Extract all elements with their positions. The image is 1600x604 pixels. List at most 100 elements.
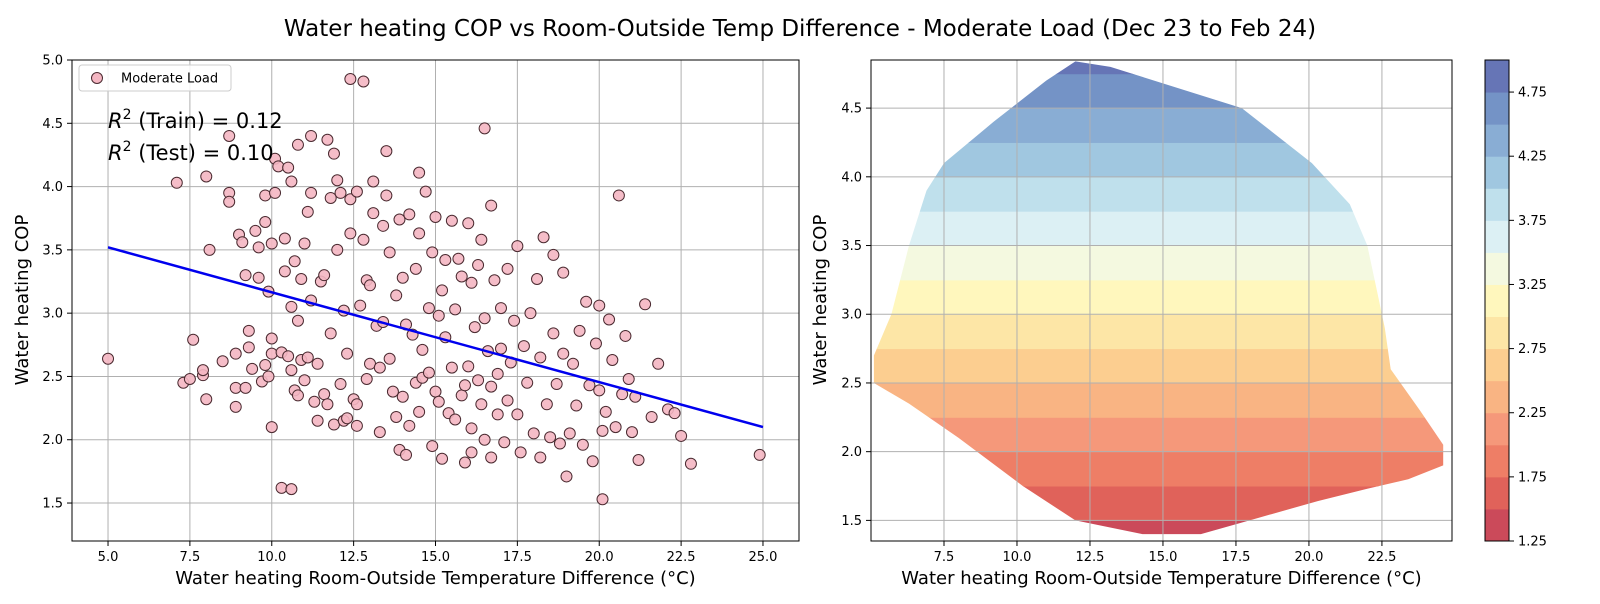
colorbar-band	[1485, 60, 1509, 93]
colorbar-tick-label: 3.75	[1518, 214, 1547, 229]
contour-bands	[873, 61, 1444, 535]
scatter-point	[449, 303, 462, 316]
colorbar-tick-label: 4.25	[1518, 150, 1547, 165]
scatter-point	[429, 385, 442, 398]
scatter-point	[645, 410, 658, 423]
colorbar-band	[1485, 284, 1509, 318]
scatter-point	[400, 448, 413, 461]
scatter-point	[386, 385, 399, 398]
scatter-y-tick-label: 3.5	[42, 243, 63, 258]
scatter-point	[396, 390, 409, 403]
scatter-point	[308, 395, 321, 408]
contour-band	[873, 73, 1444, 109]
scatter-point	[341, 412, 354, 425]
scatter-point	[580, 295, 593, 308]
scatter-point	[432, 395, 445, 408]
contour-chart: 7.5 10.0 12.5 15.0 17.5 20.0 22.5 1.5 2.0 2.5 3.0…	[810, 59, 1453, 589]
scatter-y-tick-label: 2.0	[42, 433, 63, 448]
scatter-point	[432, 309, 445, 322]
scatter-point	[373, 361, 386, 374]
scatter-point	[478, 433, 491, 446]
colorbar-band	[1485, 188, 1509, 221]
contour-band	[873, 211, 1444, 247]
contour-x-tick-label: 12.5	[1075, 550, 1104, 565]
scatter-point	[498, 436, 511, 449]
scatter-point	[288, 255, 301, 268]
scatter-point	[269, 186, 282, 199]
scatter-point	[455, 389, 468, 402]
scatter-point	[262, 370, 275, 383]
scatter-point	[187, 333, 200, 346]
scatter-point	[331, 243, 344, 256]
colorbar-tick-label: 2.25	[1518, 406, 1547, 421]
scatter-point	[563, 427, 576, 440]
scatter-point	[246, 362, 259, 375]
scatter-point	[377, 219, 390, 232]
contour-x-ticks: 7.5 10.0 12.5 15.0 17.5 20.0 22.5	[934, 541, 1396, 565]
colorbar-band	[1485, 348, 1509, 382]
scatter-point	[622, 372, 635, 385]
scatter-point	[436, 452, 449, 465]
scatter-point	[390, 410, 403, 423]
scatter-point	[259, 359, 272, 372]
r2-train-superscript: 2	[123, 107, 132, 123]
scatter-point	[465, 446, 478, 459]
scatter-point	[301, 205, 314, 218]
scatter-point	[367, 207, 380, 220]
colorbar-band	[1485, 124, 1509, 157]
scatter-point	[570, 399, 583, 412]
scatter-point	[334, 186, 347, 199]
scatter-point	[494, 342, 507, 355]
scatter-point	[675, 429, 688, 442]
scatter-point	[285, 364, 298, 377]
contour-band	[873, 382, 1444, 418]
scatter-point	[170, 176, 183, 189]
scatter-point	[350, 185, 363, 198]
scatter-point	[200, 170, 213, 183]
scatter-point	[544, 431, 557, 444]
scatter-point	[632, 453, 645, 466]
r2-train-annotation: R2 (Train) = 0.12	[108, 107, 283, 133]
r2-test-text: (Test) = 0.10	[132, 141, 274, 165]
scatter-point	[311, 357, 324, 370]
contour-band	[873, 486, 1444, 521]
scatter-x-tick-label: 17.5	[503, 550, 532, 565]
scatter-point	[511, 240, 524, 253]
contour-x-tick-label: 7.5	[934, 550, 955, 565]
colorbar-band	[1485, 412, 1509, 446]
scatter-point	[485, 380, 498, 393]
scatter-point	[344, 193, 357, 206]
colorbar-tick-label: 4.75	[1518, 86, 1547, 101]
scatter-point	[282, 161, 295, 174]
colorbar-band	[1485, 92, 1509, 125]
scatter-point	[668, 407, 681, 420]
legend-marker	[91, 72, 103, 84]
scatter-point	[465, 422, 478, 435]
legend-box	[78, 64, 232, 92]
scatter-point	[223, 129, 236, 142]
scatter-point	[393, 213, 406, 226]
scatter-point	[183, 372, 196, 385]
r2-train-symbol: R	[108, 109, 123, 133]
scatter-x-tick-label: 10.0	[257, 550, 286, 565]
scatter-y-tick-label: 5.0	[42, 54, 63, 69]
scatter-point	[488, 274, 501, 287]
colorbar-tick-label: 1.75	[1518, 470, 1547, 485]
contour-x-tick-label: 22.5	[1367, 550, 1396, 565]
scatter-point	[619, 329, 632, 342]
scatter-point	[753, 448, 766, 461]
colorbar-bands	[1485, 60, 1509, 542]
scatter-point	[242, 341, 255, 354]
scatter-point	[524, 307, 537, 320]
scatter-point	[455, 270, 468, 283]
scatter-point	[485, 451, 498, 464]
scatter-point	[341, 347, 354, 360]
scatter-point	[239, 269, 252, 282]
scatter-point	[494, 302, 507, 315]
colorbar-tick-label: 1.25	[1518, 535, 1547, 550]
scatter-point	[229, 400, 242, 413]
colorbar-band	[1485, 476, 1509, 510]
scatter-point	[278, 232, 291, 245]
scatter-point	[298, 374, 311, 387]
